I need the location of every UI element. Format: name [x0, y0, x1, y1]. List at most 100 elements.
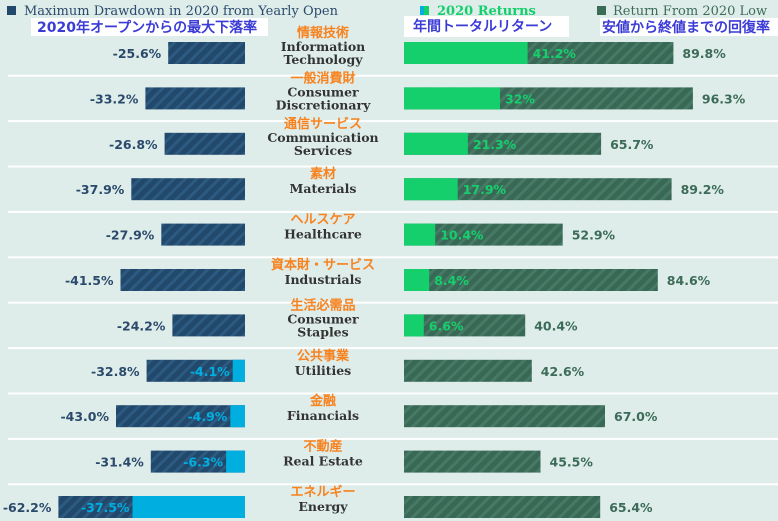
- return-value-label: -6.3%: [183, 455, 223, 470]
- legend-swatch-from-low: [597, 6, 606, 15]
- drawdown-bar: [146, 359, 245, 382]
- return-from-low-bar: [404, 450, 541, 473]
- return-from-low-bar: [404, 269, 658, 291]
- category-label-en-line1: Information: [281, 39, 366, 54]
- negative-return-bar: [226, 450, 245, 473]
- from-low-value-label: 89.8%: [682, 46, 726, 61]
- from-low-value-label: 65.4%: [609, 500, 653, 515]
- category-label-ja: 素材: [310, 166, 336, 182]
- row-separator: [8, 165, 778, 168]
- category-label-en: Healthcare: [284, 227, 362, 242]
- annotation-returns-ja: 年間トータルリターン: [413, 18, 552, 35]
- row-separator: [8, 120, 778, 123]
- drawdown-value-label: -62.2%: [3, 500, 52, 515]
- legend-swatch-returns-neg: [420, 6, 424, 15]
- category-label-ja: 公共事業: [297, 348, 350, 364]
- positive-return-bar: [404, 132, 468, 155]
- return-from-low-bar: [404, 405, 605, 428]
- positive-return-bar: [404, 178, 458, 201]
- drawdown-value-label: -32.8%: [91, 364, 140, 379]
- from-low-value-label: 96.3%: [702, 91, 746, 106]
- row-separator: [8, 392, 778, 395]
- category-label-en-line2: Services: [294, 143, 352, 158]
- category-label-en: Financials: [287, 408, 359, 423]
- drawdown-bar: [172, 314, 245, 337]
- drawdown-bar: [120, 269, 245, 291]
- drawdown-value-label: -33.2%: [90, 91, 139, 106]
- row-separator: [8, 256, 778, 259]
- positive-return-bar: [404, 87, 500, 110]
- negative-return-bar: [230, 405, 245, 428]
- positive-return-bar: [404, 314, 424, 337]
- positive-return-bar: [404, 223, 436, 246]
- annotation-box-returns: [404, 16, 569, 37]
- row-separator: [8, 437, 778, 440]
- legend-swatch-drawdown: [7, 6, 16, 15]
- legend: Maximum Drawdown in 2020 from Yearly Ope…: [7, 4, 778, 37]
- return-from-low-bar: [404, 178, 672, 201]
- from-low-value-label: 40.4%: [534, 318, 578, 333]
- from-low-value-label: 89.2%: [681, 182, 725, 197]
- drawdown-value-label: -41.5%: [65, 273, 114, 288]
- legend-label-drawdown: Maximum Drawdown in 2020 from Yearly Ope…: [24, 4, 339, 19]
- drawdown-bar: [168, 42, 245, 64]
- drawdown-bar: [116, 405, 245, 428]
- negative-return-bar: [132, 496, 245, 518]
- drawdown-value-label: -43.0%: [60, 409, 109, 424]
- row-separator: [8, 210, 778, 213]
- category-label-en: Utilities: [295, 363, 351, 378]
- return-value-label: 32%: [505, 91, 535, 106]
- drawdown-value-label: -25.6%: [113, 46, 162, 61]
- annotation-box-from-low: [600, 18, 778, 36]
- category-label-en-line1: Communication: [267, 130, 378, 145]
- category-label-en: Industrials: [285, 272, 362, 287]
- return-value-label: -4.1%: [190, 364, 230, 379]
- from-low-value-label: 67.0%: [614, 409, 658, 424]
- positive-return-bar: [404, 269, 430, 291]
- category-label-en-line2: Technology: [283, 52, 363, 67]
- category-label-ja: エネルギー: [290, 484, 355, 500]
- category-label-en-line2: Staples: [297, 324, 348, 339]
- positive-return-bar: [404, 42, 528, 64]
- annotation-from-low-ja: 安値から終値までの回復率: [602, 19, 770, 36]
- return-from-low-bar: [404, 223, 563, 246]
- from-low-value-label: 52.9%: [572, 228, 616, 243]
- return-value-label: 8.4%: [434, 273, 469, 288]
- return-from-low-bar: [404, 314, 526, 337]
- row-separator: [8, 347, 778, 350]
- category-label-en: Materials: [290, 181, 357, 196]
- return-from-low-bar: [404, 359, 532, 382]
- category-label-ja: 通信サービス: [284, 116, 362, 132]
- category-label-en-line1: Consumer: [287, 84, 359, 99]
- category-label-ja: ヘルスケア: [290, 213, 355, 228]
- drawdown-bar: [145, 87, 245, 110]
- category-label-ja: 金融: [309, 393, 336, 409]
- category-label-ja: 生活必需品: [290, 297, 355, 313]
- category-label-en-line2: Discretionary: [276, 97, 371, 112]
- from-low-value-label: 84.6%: [667, 273, 711, 288]
- return-value-label: 10.4%: [440, 228, 484, 243]
- from-low-value-label: 42.6%: [541, 364, 585, 379]
- category-label-en: Real Estate: [283, 454, 363, 469]
- category-label-ja: 資本財・サービス: [271, 257, 375, 273]
- annotation-box-drawdown: [31, 18, 268, 36]
- return-value-label: -37.5%: [81, 500, 130, 515]
- drawdown-bar: [161, 223, 245, 246]
- category-label-ja: 情報技術: [297, 25, 349, 41]
- return-value-label: 6.6%: [429, 318, 464, 333]
- from-low-value-label: 65.7%: [610, 137, 654, 152]
- legend-label-from-low: Return From 2020 Low: [613, 4, 767, 19]
- drawdown-value-label: -24.2%: [117, 318, 166, 333]
- legend-label-returns: 2020 Returns: [437, 4, 536, 19]
- return-value-label: 17.9%: [463, 182, 507, 197]
- category-label-ja: 不動産: [303, 439, 342, 455]
- return-value-label: 41.2%: [533, 46, 577, 61]
- drawdown-value-label: -37.9%: [76, 182, 125, 197]
- category-label-en: Energy: [298, 499, 348, 514]
- from-low-value-label: 45.5%: [550, 455, 594, 470]
- drawdown-value-label: -27.9%: [106, 228, 155, 243]
- drawdown-value-label: -26.8%: [109, 137, 158, 152]
- return-value-label: 21.3%: [473, 137, 517, 152]
- row-separator: [8, 483, 778, 486]
- category-label-ja: 一般消費財: [290, 70, 355, 86]
